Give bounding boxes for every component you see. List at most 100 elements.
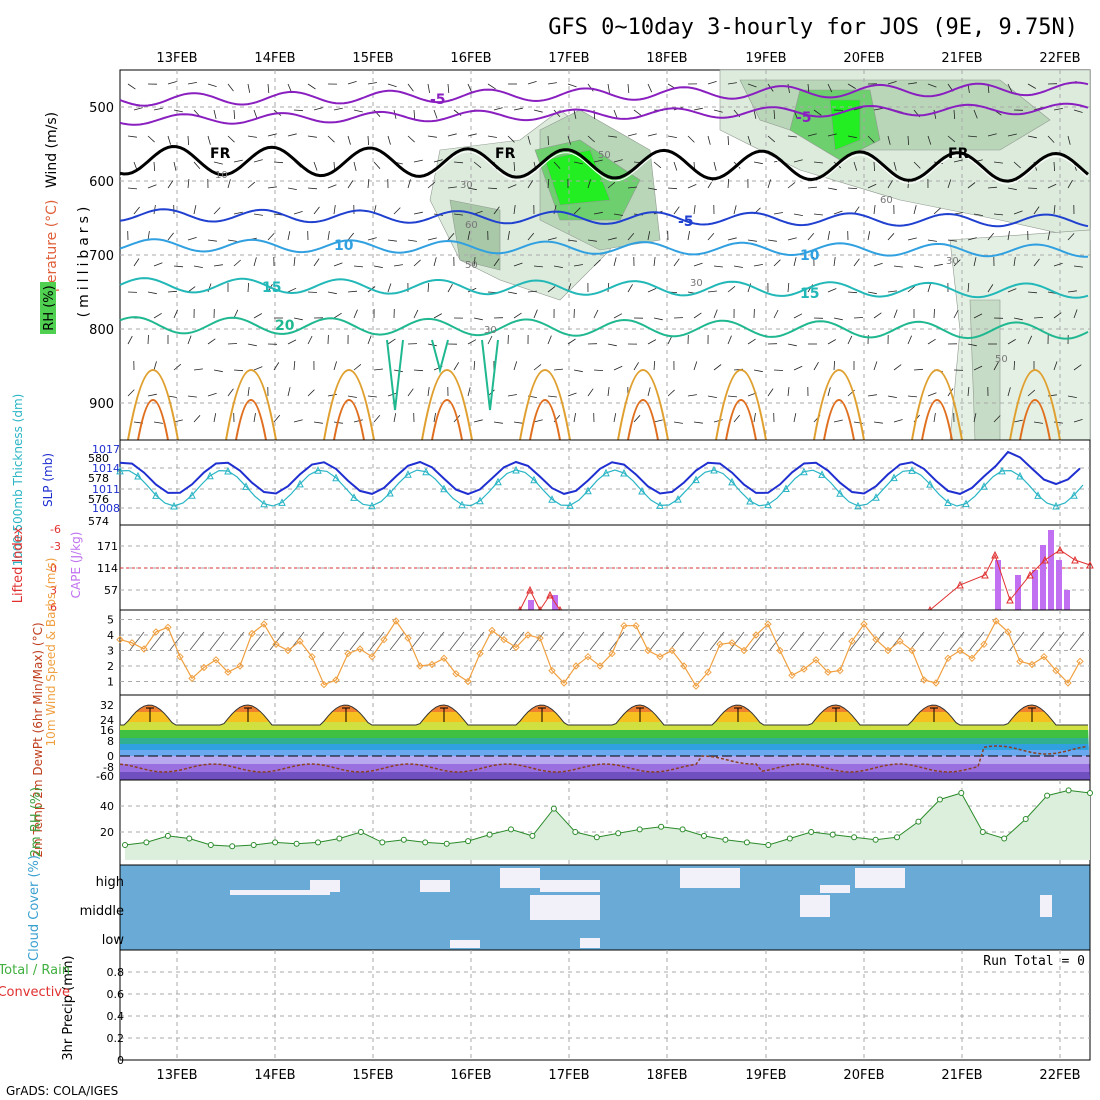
wind-barb [253,213,263,216]
wind-barb [547,395,557,398]
wind-barb [727,237,737,241]
wind-speed-marker [476,649,484,658]
contour-label: FR [948,146,969,162]
wind-barb [727,135,729,146]
wind-barb [813,213,823,216]
wind-speed-marker [824,668,832,676]
wind-barb [187,82,197,85]
rh-marker [615,830,622,837]
wind-barb [213,161,223,165]
wind-barb [267,83,270,94]
wind-barb [373,109,381,117]
wind-barb [807,133,817,137]
wind-barb [507,135,515,143]
wind-barb [1027,187,1038,189]
rh-marker [164,832,171,839]
surface-temperature-arch-inner [1019,399,1051,441]
contour-dip [386,339,404,411]
wind-barb [413,369,424,372]
wind-barb [273,362,280,371]
wind-tick-label: 2 [107,660,114,673]
precip-axis-label: 3hr Precip (mm) [61,955,76,1060]
wind-barb [247,282,249,293]
wind-barb [767,239,777,242]
wind-barb [767,135,776,143]
wind-barb [1067,233,1075,241]
wind-speed-marker [644,646,652,655]
wind-barb [907,395,918,398]
wind-barb [467,339,477,345]
bottom-date-label: 17FEB [548,1068,589,1083]
wind-barb [933,207,941,215]
rh-marker [272,839,279,846]
li-marker [546,590,554,599]
wind-barb [647,387,651,397]
rh-marker [207,842,214,848]
wind-barb [413,259,421,267]
wind-barb [153,107,163,111]
wind-barb [487,135,497,138]
wind-speed-marker [140,645,148,653]
cape-tick-label: 114 [97,562,118,575]
wind-barb [733,414,741,423]
wind-barb [1007,339,1016,345]
slp-tick-label: 1008 [92,502,120,515]
wind-barb [413,309,419,319]
wind-barb [727,395,738,398]
wind-speed-marker [788,671,796,680]
surface-temperature-arch [519,369,571,441]
wind-barb [247,343,257,347]
wind-barb [233,369,244,372]
cloud-level-label: middle [80,904,124,919]
wind-barb [1027,335,1033,345]
wind-barb [233,109,236,120]
li-tick-label: 0 [50,562,57,575]
wind-barb [427,387,430,397]
wind-barb [847,335,853,345]
wind-barb [827,387,831,397]
clear-sky-block [310,880,340,892]
wind-barb [787,83,790,93]
wind-barb [227,343,238,345]
dewpoint-line [119,745,1087,773]
wind-barb [153,361,157,371]
wind-barb [867,183,877,189]
wind-barb [487,83,496,90]
wind-barb [793,213,803,216]
cloud-level-label: high [96,875,124,890]
wind-speed-marker [200,663,208,672]
rh-tick-label: 20 [100,826,114,839]
surface-wind-barb [689,631,705,651]
wind-barb [887,395,897,398]
thickness-marker [980,482,988,490]
contour-freezing-inner [119,148,1089,185]
wind-barb [1053,108,1063,111]
surface-wind-barb [209,631,225,651]
wind-barb [667,335,673,345]
thickness-marker [890,473,898,482]
wind-barb [353,363,362,371]
wind-barb [1073,309,1078,319]
wind-barb [893,309,898,319]
wind-barb [547,286,556,293]
top-date-label: 20FEB [843,51,884,66]
rh-marker [894,834,900,841]
thickness-tick-label: 580 [88,452,109,465]
wind-barb [933,413,936,423]
wind-barb [773,212,783,215]
wind-barb [567,83,577,88]
rh-marker [743,839,750,846]
pressure-tick-label: 600 [89,175,114,190]
bottom-date-label: 14FEB [254,1068,295,1083]
wind-speed-marker [656,652,664,661]
wind-barb [187,395,197,398]
wind-barb [493,421,503,424]
wind-barb [407,239,417,242]
wind-barb [127,135,137,138]
bottom-date-label: 18FEB [646,1068,687,1083]
li-marker [1086,560,1094,569]
wind-barb [253,109,258,119]
wind-barb [1033,317,1044,319]
wind-barb [647,133,657,137]
wind-barb [287,339,297,345]
